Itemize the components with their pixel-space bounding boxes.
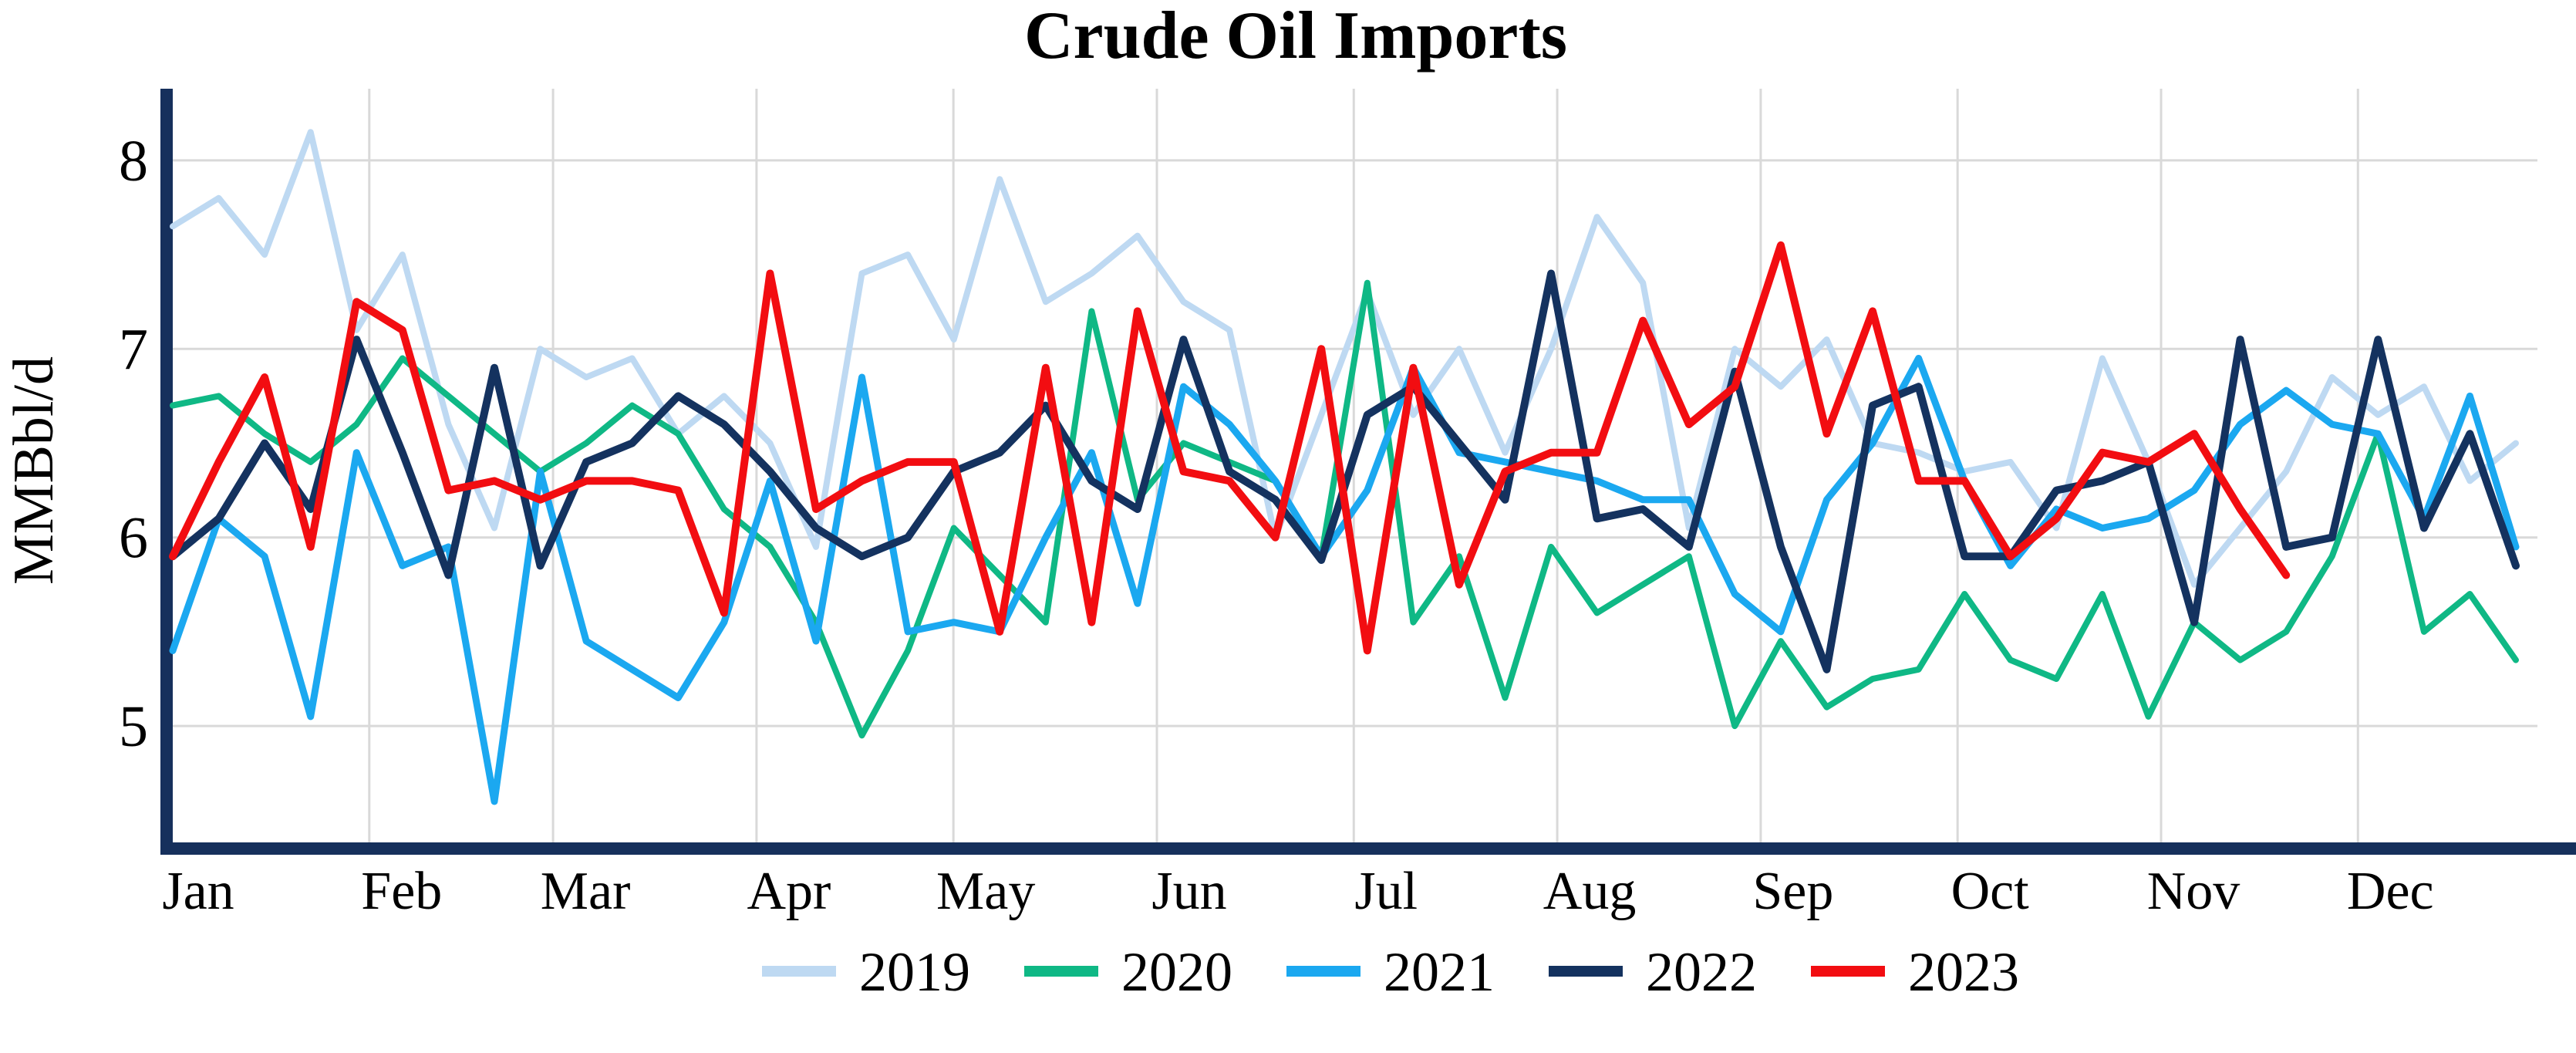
- x-tick-label-Oct: Oct: [1951, 862, 2030, 921]
- x-tick-label-Jan: Jan: [162, 862, 234, 921]
- x-axis-line: [160, 842, 2576, 855]
- legend-swatch-2022: [1549, 966, 1623, 977]
- x-tick-label-May: May: [936, 862, 1035, 921]
- legend-label-2020: 2020: [1121, 941, 1232, 1003]
- legend-item-2020: 2020: [1024, 941, 1232, 1003]
- x-tick-label-Feb: Feb: [361, 862, 442, 921]
- legend-item-2022: 2022: [1549, 941, 1757, 1003]
- x-tick-label-Apr: Apr: [747, 862, 831, 921]
- legend-label-2023: 2023: [1908, 941, 2019, 1003]
- x-tick-label-Dec: Dec: [2347, 862, 2434, 921]
- legend-swatch-2019: [762, 966, 836, 977]
- y-axis-label: MMBbl/d: [2, 356, 66, 585]
- series-line-2019: [170, 129, 2519, 588]
- series-lines: [169, 129, 2520, 805]
- legend-swatch-2020: [1024, 966, 1098, 977]
- x-tick-label-Aug: Aug: [1543, 862, 1637, 921]
- chart-title: Crude Oil Imports: [1024, 0, 1567, 73]
- legend-item-2019: 2019: [762, 941, 970, 1003]
- y-tick-label-7: 7: [119, 317, 148, 382]
- x-tick-label-Nov: Nov: [2147, 862, 2241, 921]
- series-line-2020: [170, 279, 2519, 739]
- x-tick-label-Jul: Jul: [1354, 862, 1418, 921]
- x-tick-label-Jun: Jun: [1151, 862, 1226, 921]
- series-line-2023: [169, 241, 2291, 655]
- legend-swatch-2021: [1286, 966, 1360, 977]
- legend-label-2022: 2022: [1646, 941, 1757, 1003]
- y-axis-line: [160, 89, 173, 855]
- y-tick-label-8: 8: [119, 129, 148, 194]
- legend-label-2019: 2019: [859, 941, 970, 1003]
- axes: [160, 89, 2576, 855]
- legend: 2019 2020 2021 2022 2023: [762, 941, 2019, 1003]
- legend-swatch-2023: [1811, 966, 1885, 977]
- x-tick-label-Sep: Sep: [1752, 862, 1833, 921]
- legend-label-2021: 2021: [1384, 941, 1495, 1003]
- x-tick-label-Mar: Mar: [541, 862, 631, 921]
- y-tick-label-5: 5: [119, 694, 148, 759]
- tick-labels: 5 6 7 8 Jan Feb Mar Apr May Jun Jul Aug Sep Oct Nov Dec: [119, 129, 2434, 921]
- legend-item-2023: 2023: [1811, 941, 2019, 1003]
- y-tick-label-6: 6: [119, 506, 148, 571]
- legend-item-2021: 2021: [1286, 941, 1495, 1003]
